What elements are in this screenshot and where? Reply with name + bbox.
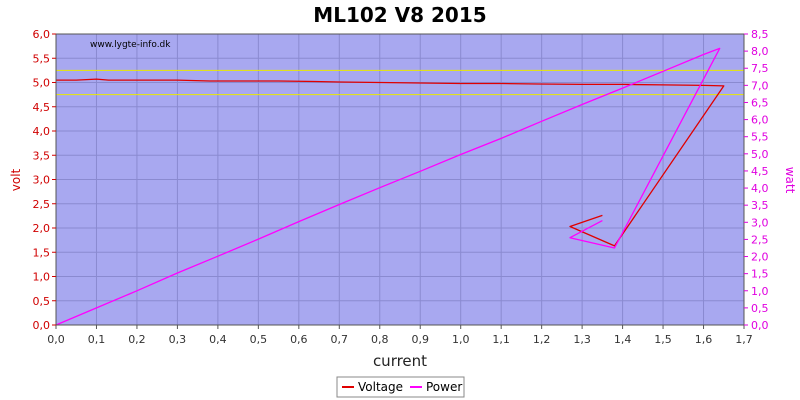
y-right-tick-label: 0,0 xyxy=(751,319,769,332)
x-tick-label: 1,6 xyxy=(695,333,713,346)
y-right-tick-label: 6,0 xyxy=(751,114,769,127)
y-left-axis-label: volt xyxy=(9,168,23,191)
x-tick-label: 1,3 xyxy=(573,333,591,346)
y-left-tick-label: 2,5 xyxy=(33,198,51,211)
x-tick-label: 0,1 xyxy=(88,333,106,346)
legend-box xyxy=(336,376,465,398)
y-left-tick-label: 6,0 xyxy=(33,28,51,41)
y-right-tick-label: 7,0 xyxy=(751,79,769,92)
x-tick-label: 1,4 xyxy=(614,333,632,346)
y-right-tick-label: 5,0 xyxy=(751,148,769,161)
x-tick-label: 1,2 xyxy=(533,333,551,346)
x-tick-label: 0,5 xyxy=(250,333,268,346)
y-right-tick-label: 5,5 xyxy=(751,131,769,144)
y-left-tick-label: 4,5 xyxy=(33,101,51,114)
x-tick-label: 0,6 xyxy=(290,333,308,346)
y-right-tick-label: 3,5 xyxy=(751,199,769,212)
y-right-tick-label: 3,0 xyxy=(751,216,769,229)
y-left-tick-label: 1,0 xyxy=(33,271,51,284)
y-left-tick-label: 5,0 xyxy=(33,77,51,90)
x-tick-label: 1,5 xyxy=(654,333,672,346)
y-right-tick-label: 8,5 xyxy=(751,28,769,41)
y-left-tick-label: 4,0 xyxy=(33,125,51,138)
y-right-tick-label: 8,0 xyxy=(751,45,769,58)
y-right-tick-label: 0,5 xyxy=(751,302,769,315)
x-tick-label: 0,4 xyxy=(209,333,227,346)
x-tick-label: 1,7 xyxy=(735,333,753,346)
x-tick-label: 0,2 xyxy=(128,333,146,346)
x-axis-ticks: 0,0 0,1 0,2 0,3 0,4 0,5 0,6 0,7 0,8 0,9 1,0 1,1 1,2 1… xyxy=(47,325,753,346)
y-left-tick-label: 3,5 xyxy=(33,149,51,162)
y-left-tick-label: 2,0 xyxy=(33,222,51,235)
watermark: www.lygte-info.dk xyxy=(90,40,171,50)
reference-lines xyxy=(56,69,744,96)
chart-title: ML102 V8 2015 xyxy=(313,3,486,27)
legend: Voltage Power xyxy=(336,376,465,398)
series-line-power xyxy=(55,47,721,326)
y-left-tick-label: 0,5 xyxy=(33,295,51,308)
y-left-tick-label: 3,0 xyxy=(33,174,51,187)
series-line-voltage xyxy=(56,78,725,247)
x-axis-label: current xyxy=(373,352,427,370)
y-right-axis-label: watt xyxy=(783,167,797,194)
y-right-tick-label: 6,5 xyxy=(751,96,769,109)
x-tick-label: 0,3 xyxy=(169,333,187,346)
y-left-tick-label: 5,5 xyxy=(33,52,51,65)
y-right-tick-label: 1,5 xyxy=(751,268,769,281)
y-left-tick-label: 1,5 xyxy=(33,246,51,259)
y-right-tick-label: 2,0 xyxy=(751,251,769,264)
x-tick-label: 0,7 xyxy=(331,333,349,346)
x-tick-label: 0,9 xyxy=(411,333,429,346)
x-tick-label: 1,0 xyxy=(452,333,470,346)
legend-label-power: Power xyxy=(426,380,462,394)
x-tick-label: 1,1 xyxy=(492,333,510,346)
legend-label-voltage: Voltage xyxy=(358,380,403,394)
y-right-tick-label: 2,5 xyxy=(751,233,769,246)
x-tick-label: 0,8 xyxy=(371,333,389,346)
x-tick-label: 0,0 xyxy=(47,333,65,346)
y-right-axis-ticks: 0,0 0,5 1,0 1,5 2,0 2,5 3,0 3,5 4,0 4,5 5,0 5,5 6,0 6… xyxy=(744,28,769,332)
y-right-tick-label: 1,0 xyxy=(751,285,769,298)
y-right-tick-label: 7,5 xyxy=(751,62,769,75)
y-left-axis-ticks: 0,0 0,5 1,0 1,5 2,0 2,5 3,0 3,5 4,0 4,5 5,0 5,5 6,0 xyxy=(33,28,56,332)
y-right-tick-label: 4,5 xyxy=(751,165,769,178)
series-layer xyxy=(55,47,725,326)
y-left-tick-label: 0,0 xyxy=(33,319,51,332)
y-right-tick-label: 4,0 xyxy=(751,182,769,195)
